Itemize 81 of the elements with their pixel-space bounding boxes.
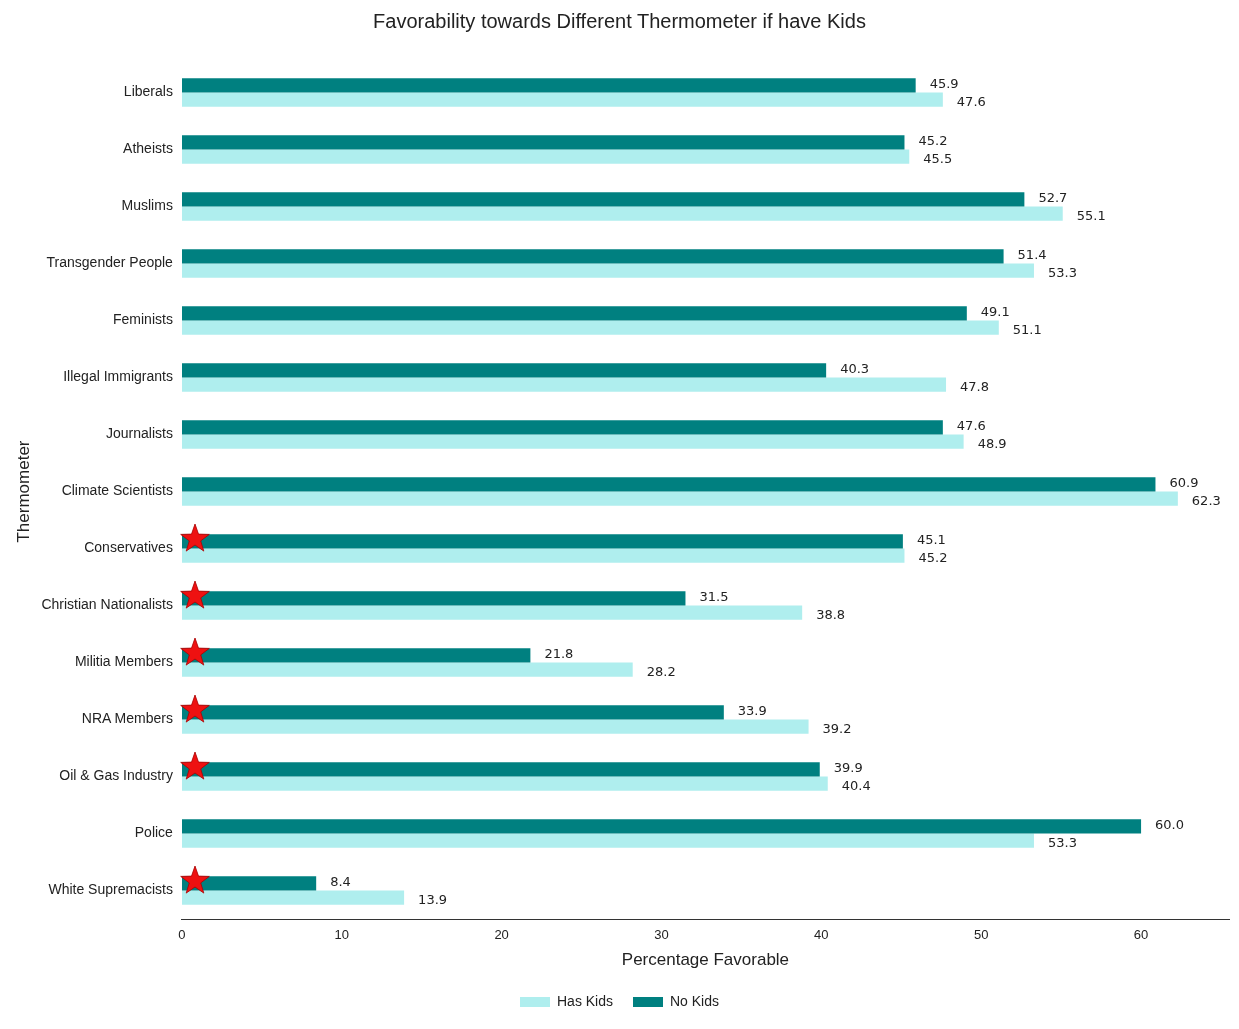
data-label: 49.1: [980, 303, 1010, 319]
y-tick-label: Journalists: [105, 425, 173, 442]
data-label: 51.1: [1012, 322, 1042, 337]
data-label: 39.9: [833, 759, 863, 775]
legend-label: No Kids: [670, 992, 720, 1009]
bar: [181, 776, 828, 791]
y-tick-label: Liberals: [123, 83, 173, 100]
y-tick-label: Conservatives: [84, 539, 173, 556]
y-axis-title: Thermometer: [13, 440, 33, 543]
data-label: 45.2: [918, 550, 948, 565]
data-label: 45.2: [918, 132, 948, 148]
x-tick-label: 50: [973, 927, 989, 943]
bar: [181, 819, 1142, 834]
bar: [181, 92, 943, 107]
data-label: 47.8: [960, 379, 989, 394]
data-label: 60.0: [1155, 816, 1185, 832]
y-tick-label: Police: [134, 824, 174, 841]
bar: [181, 320, 999, 335]
y-tick-label: Oil & Gas Industry: [59, 767, 173, 784]
data-label: 55.1: [1076, 208, 1106, 223]
bar: [181, 548, 905, 563]
data-label: 45.1: [916, 531, 946, 547]
y-tick-label: Transgender People: [46, 254, 174, 271]
data-label: 52.7: [1038, 189, 1068, 205]
data-label: 40.4: [841, 778, 871, 793]
data-label: 28.2: [646, 664, 676, 679]
bar: [181, 206, 1063, 221]
x-tick-label: 0: [178, 927, 186, 943]
bar: [181, 605, 803, 620]
x-tick-label: 20: [494, 927, 509, 943]
data-label: 33.9: [737, 702, 767, 718]
data-label: 45.5: [923, 151, 953, 166]
bar: [181, 363, 827, 378]
bar: [181, 890, 405, 905]
y-tick-label: NRA Members: [81, 710, 173, 727]
bar: [181, 249, 1004, 264]
data-label: 53.3: [1047, 835, 1077, 850]
x-tick-label: 40: [814, 927, 829, 943]
bar: [181, 420, 943, 435]
bar: [181, 135, 905, 150]
bar: [181, 662, 633, 677]
y-tick-label: Illegal Immigrants: [63, 368, 173, 385]
data-label: 31.5: [699, 588, 729, 604]
data-label: 53.3: [1047, 265, 1077, 280]
y-tick-label: Christian Nationalists: [41, 596, 173, 613]
data-label: 60.9: [1169, 474, 1199, 490]
bar: [181, 78, 916, 93]
bar: [181, 377, 947, 392]
data-label: 47.6: [956, 94, 986, 109]
bar: [181, 477, 1156, 492]
y-tick-label: Muslims: [121, 197, 173, 214]
bar: [181, 263, 1034, 278]
bar: [181, 719, 809, 734]
bar: [181, 491, 1178, 506]
y-tick-label: Feminists: [112, 311, 173, 328]
data-label: 8.4: [330, 873, 351, 889]
chart-title: Favorability towards Different Thermometer if have Kids: [373, 9, 866, 32]
bar: [181, 306, 967, 321]
y-tick-label: White Supremacists: [48, 881, 173, 898]
data-label: 45.9: [929, 75, 959, 91]
bar: [181, 434, 964, 449]
bar: [181, 833, 1034, 848]
x-axis-title: Percentage Favorable: [621, 950, 790, 970]
bar: [181, 149, 910, 164]
data-label: 47.6: [956, 417, 986, 433]
x-tick-label: 60: [1133, 927, 1149, 943]
data-label: 38.8: [816, 607, 846, 622]
x-tick-label: 30: [654, 927, 669, 943]
data-label: 48.9: [977, 436, 1007, 451]
y-tick-label: Militia Members: [74, 653, 173, 670]
y-tick-label: Climate Scientists: [61, 482, 173, 499]
legend-label: Has Kids: [556, 992, 614, 1009]
data-label: 51.4: [1017, 246, 1047, 262]
data-label: 13.9: [418, 892, 448, 907]
x-tick-label: 10: [334, 927, 349, 943]
y-tick-label: Atheists: [123, 140, 173, 157]
data-label: 40.3: [840, 360, 870, 376]
data-label: 39.2: [822, 721, 852, 736]
data-label: 62.3: [1191, 493, 1221, 508]
bar: [181, 192, 1025, 207]
data-label: 21.8: [544, 645, 574, 661]
